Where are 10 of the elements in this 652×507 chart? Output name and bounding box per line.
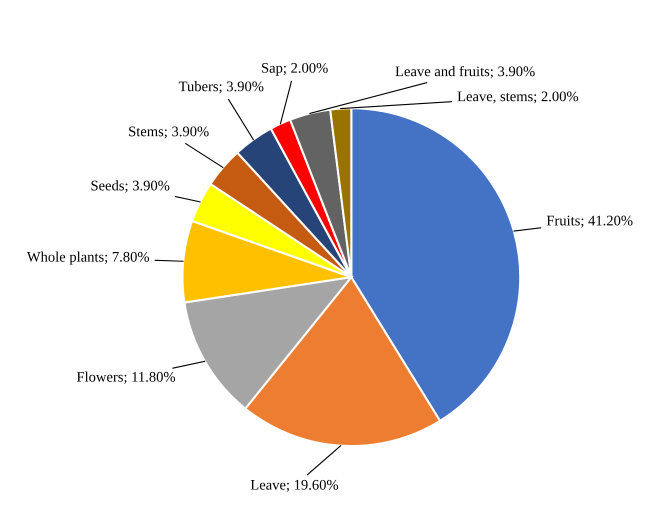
slice-label: Fruits; 41.20%: [546, 216, 633, 228]
slice-label: Stems; 3.90%: [129, 126, 209, 138]
slice-label: Tubers; 3.90%: [178, 81, 264, 94]
slice-label: Seeds; 3.90%: [91, 180, 170, 193]
slice-label: Leave, stems; 2.00%: [458, 91, 578, 104]
slice-label: Leave; 19.60%: [250, 480, 338, 492]
slice-label: Sap; 2.00%: [262, 62, 328, 76]
slice-label: Whole plants; 7.80%: [26, 251, 150, 265]
slice-label: Leave and fruits; 3.90%: [395, 66, 535, 78]
slice-label: Flowers; 11.80%: [76, 372, 176, 384]
